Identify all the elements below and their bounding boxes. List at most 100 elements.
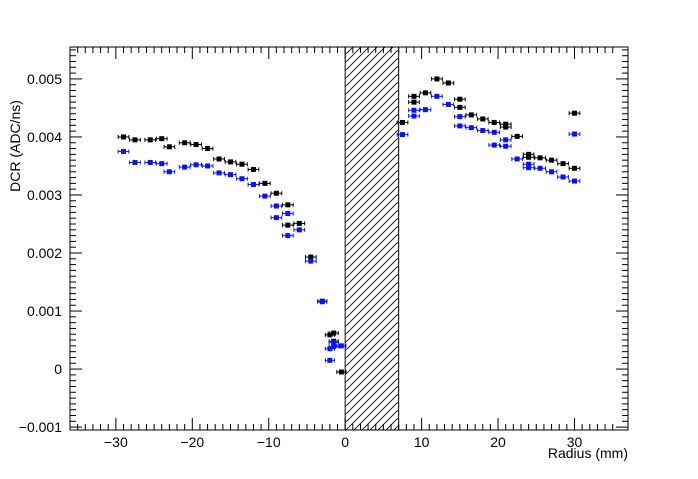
data-point xyxy=(522,161,535,167)
point-marker xyxy=(400,132,406,138)
excluded-region-layer xyxy=(344,46,400,431)
point-marker xyxy=(327,332,333,338)
y-tick-label: 0.005 xyxy=(27,71,62,87)
x-tick-label: 30 xyxy=(567,434,583,450)
data-point xyxy=(336,343,347,349)
point-marker xyxy=(285,233,291,239)
point-marker xyxy=(491,119,497,125)
data-point xyxy=(499,137,512,143)
point-marker xyxy=(331,330,337,336)
x-tick-label: −20 xyxy=(180,434,204,450)
point-marker xyxy=(216,156,222,162)
data-point xyxy=(293,227,306,233)
data-point xyxy=(178,164,191,170)
point-marker xyxy=(250,166,256,172)
data-point xyxy=(545,169,558,175)
y-tick-label: 0 xyxy=(54,361,62,377)
point-marker xyxy=(308,258,314,264)
data-point xyxy=(408,93,420,99)
point-marker xyxy=(457,123,463,129)
y-axis-label: DCR (ADC/ns) xyxy=(7,100,23,192)
data-point xyxy=(270,190,283,196)
data-point xyxy=(442,80,455,86)
point-marker xyxy=(526,165,532,171)
y-tick-label: 0.001 xyxy=(27,303,62,319)
point-marker xyxy=(503,137,509,143)
point-marker xyxy=(457,96,463,102)
point-marker xyxy=(239,161,245,167)
point-marker xyxy=(273,215,279,221)
data-point xyxy=(408,113,420,119)
point-marker xyxy=(205,146,211,152)
data-point xyxy=(431,93,443,99)
data-point xyxy=(163,144,176,150)
data-point xyxy=(259,193,271,199)
point-marker xyxy=(193,141,199,147)
data-point xyxy=(129,137,141,143)
point-marker xyxy=(526,151,532,157)
point-marker xyxy=(262,180,268,186)
data-point xyxy=(465,125,478,131)
point-marker xyxy=(411,107,417,113)
data-point xyxy=(328,330,339,336)
data-point xyxy=(224,172,237,178)
point-marker xyxy=(331,343,337,349)
point-marker xyxy=(445,101,451,107)
point-marker xyxy=(422,90,428,96)
point-marker xyxy=(457,104,463,110)
x-tick-label: 10 xyxy=(414,434,430,450)
point-marker xyxy=(147,137,153,143)
point-marker xyxy=(571,165,577,171)
point-marker xyxy=(571,131,577,137)
point-marker xyxy=(514,156,520,162)
point-marker xyxy=(327,346,333,352)
point-marker xyxy=(296,220,302,226)
x-axis-label: Radius (mm) xyxy=(548,445,628,461)
point-marker xyxy=(331,339,337,345)
point-marker xyxy=(285,202,291,208)
data-point xyxy=(129,159,141,165)
point-marker xyxy=(457,114,463,120)
data-point xyxy=(213,156,225,162)
data-point xyxy=(522,154,535,160)
point-marker xyxy=(166,169,172,175)
data-point xyxy=(545,157,558,163)
point-marker xyxy=(503,124,509,130)
data-point xyxy=(224,159,237,165)
point-marker xyxy=(285,211,291,217)
data-point xyxy=(408,99,420,105)
point-marker xyxy=(159,136,165,142)
point-marker xyxy=(411,113,417,119)
data-point xyxy=(304,254,317,260)
data-point xyxy=(568,178,581,184)
y-tick-label: −0.001 xyxy=(19,419,62,435)
point-marker xyxy=(205,163,211,169)
data-point xyxy=(304,258,317,264)
data-point xyxy=(144,159,157,165)
data-point xyxy=(408,107,420,113)
data-point xyxy=(317,299,328,305)
point-marker xyxy=(273,203,279,209)
data-point xyxy=(453,96,466,102)
x-tick-label: −10 xyxy=(257,434,281,450)
point-marker xyxy=(285,222,291,228)
point-marker xyxy=(434,93,440,99)
point-marker xyxy=(537,165,543,171)
point-marker xyxy=(503,143,509,149)
point-marker xyxy=(411,99,417,105)
point-marker xyxy=(296,227,302,233)
data-point xyxy=(522,165,535,171)
data-point xyxy=(281,202,294,208)
point-marker xyxy=(132,159,138,165)
point-marker xyxy=(273,190,279,196)
data-point xyxy=(117,134,130,140)
data-point xyxy=(568,165,581,171)
excluded-region xyxy=(344,46,400,431)
data-point xyxy=(511,133,524,139)
data-point xyxy=(117,148,130,154)
point-marker xyxy=(228,159,234,165)
point-marker xyxy=(549,169,555,175)
data-point xyxy=(453,114,466,120)
point-marker xyxy=(571,110,577,116)
